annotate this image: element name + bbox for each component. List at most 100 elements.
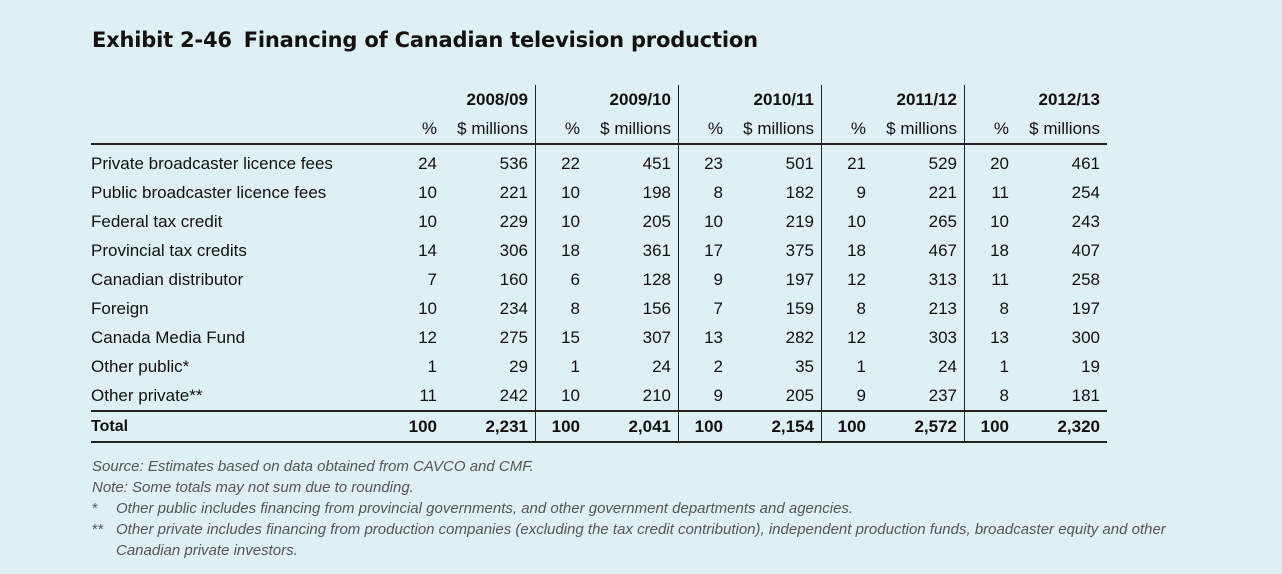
millions-cell: 210	[580, 381, 679, 411]
notes: Source: Estimates based on data obtained…	[92, 456, 1166, 561]
millions-cell: 451	[580, 144, 679, 178]
millions-cell: 275	[437, 323, 536, 352]
millions-cell: 2,154	[723, 410, 822, 443]
percent-cell: 100	[678, 410, 723, 443]
percent-cell: 14	[418, 241, 437, 260]
millions-header: $ millions	[1009, 114, 1107, 145]
millions-cell: 2,041	[580, 410, 679, 443]
percent-cell: 11	[419, 386, 437, 405]
millions-cell: 159	[723, 294, 822, 323]
exhibit-number: Exhibit 2-46	[92, 28, 232, 52]
millions-cell: 156	[580, 294, 679, 323]
millions-cell: 205	[580, 207, 679, 236]
year-header: 2009/10	[535, 85, 679, 114]
millions-cell: 221	[437, 178, 536, 207]
millions-cell: 229	[437, 207, 536, 236]
percent-cell: 12	[847, 270, 866, 289]
table-row: Private broadcaster licence fees 24 536 22 4…	[91, 144, 1107, 178]
percent-cell: 24	[418, 154, 437, 173]
millions-cell: 2,231	[437, 410, 536, 443]
percent-cell: 10	[561, 212, 580, 231]
millions-cell: 282	[723, 323, 822, 352]
percent-cell: 10	[561, 183, 580, 202]
percent-cell: 8	[999, 299, 1009, 318]
footnote-mark: **	[92, 521, 104, 538]
financing-table: 2008/09 2009/10 2010/11 2011/12 2012/13 …	[91, 85, 1107, 443]
percent-cell: 9	[713, 270, 723, 289]
percent-cell: 18	[561, 241, 580, 260]
percent-cell: 12	[418, 328, 437, 347]
footnote-other-private-cont: Canadian private investors.	[116, 542, 298, 559]
percent-cell: 9	[856, 386, 866, 405]
percent-cell: 8	[713, 183, 723, 202]
millions-cell: 219	[723, 207, 822, 236]
footnote-text: Other public includes financing from pro…	[116, 500, 854, 517]
year-header: 2008/09	[393, 85, 536, 114]
table-row: Provincial tax credits 14 306 18 361 17 375 18 4…	[91, 236, 1107, 265]
millions-cell: 243	[1071, 212, 1100, 231]
table-row: Canada Media Fund 12 275 15 307 13 282 12 303 13 3…	[91, 323, 1107, 352]
millions-cell: 19	[1081, 357, 1100, 376]
percent-cell: 9	[856, 183, 866, 202]
row-label: Other private**	[91, 386, 203, 405]
millions-cell: 221	[866, 178, 965, 207]
millions-cell: 265	[866, 207, 965, 236]
table-body: Private broadcaster licence fees 24 536 22 4…	[91, 144, 1107, 443]
pct-header: %	[535, 114, 580, 145]
pct-header: %	[821, 114, 866, 145]
millions-cell: 237	[866, 381, 965, 411]
millions-cell: 300	[1071, 328, 1100, 347]
millions-header: $ millions	[580, 114, 679, 145]
millions-cell: 306	[437, 236, 536, 265]
millions-cell: 198	[580, 178, 679, 207]
row-label: Public broadcaster licence fees	[91, 183, 327, 202]
percent-cell: 17	[704, 241, 723, 260]
millions-cell: 242	[437, 381, 536, 411]
millions-cell: 2,320	[1009, 410, 1107, 443]
percent-cell: 11	[991, 183, 1009, 202]
table-row: Public broadcaster licence fees 10 221 10 19…	[91, 178, 1107, 207]
millions-cell: 313	[866, 265, 965, 294]
millions-header: $ millions	[866, 114, 965, 145]
millions-cell: 407	[1071, 241, 1100, 260]
millions-cell: 375	[723, 236, 822, 265]
millions-cell: 182	[723, 178, 822, 207]
millions-header: $ millions	[723, 114, 822, 145]
table-row: Federal tax credit 10 229 10 205 10 219 10 265 10…	[91, 207, 1107, 236]
millions-header: $ millions	[437, 114, 536, 145]
percent-cell: 8	[856, 299, 866, 318]
millions-cell: 197	[1071, 299, 1100, 318]
row-label: Other public*	[91, 357, 190, 376]
source-note: Source: Estimates based on data obtained…	[92, 458, 534, 475]
percent-cell: 100	[821, 410, 866, 443]
percent-cell: 10	[704, 212, 723, 231]
pct-header: %	[964, 114, 1009, 145]
footnote-other-private: ** Other private includes financing from …	[92, 519, 1166, 540]
row-label: Federal tax credit	[91, 212, 223, 231]
percent-cell: 7	[713, 299, 723, 318]
pct-header: %	[393, 114, 437, 145]
millions-cell: 307	[580, 323, 679, 352]
year-header: 2012/13	[1038, 90, 1100, 109]
row-label: Provincial tax credits	[91, 241, 247, 260]
percent-cell: 18	[847, 241, 866, 260]
percent-cell: 20	[990, 154, 1009, 173]
millions-cell: 128	[580, 265, 679, 294]
millions-cell: 536	[437, 144, 536, 178]
percent-cell: 13	[704, 328, 723, 347]
footnote-other-public: * Other public includes financing from pr…	[92, 498, 1166, 519]
table-row: Canadian distributor 7 160 6 128 9 197 12 313 11 2…	[91, 265, 1107, 294]
millions-cell: 2,572	[866, 410, 965, 443]
percent-cell: 100	[964, 410, 1009, 443]
percent-cell: 100	[535, 410, 580, 443]
percent-cell: 23	[704, 154, 723, 173]
millions-cell: 501	[723, 144, 822, 178]
percent-cell: 21	[847, 154, 866, 173]
millions-cell: 29	[437, 352, 536, 381]
footnote-mark: *	[92, 500, 98, 517]
exhibit-title-text: Financing of Canadian television product…	[243, 28, 758, 52]
table-row: Other public* 1 29 1 24 2 35 1 24 1 19	[91, 352, 1107, 381]
table-row: Foreign 10 234 8 156 7 159 8 213 8 197	[91, 294, 1107, 323]
total-row: Total 100 2,231 100 2,041 100 2,154 100 2,572 100…	[91, 410, 1107, 443]
row-label: Total	[91, 410, 393, 443]
